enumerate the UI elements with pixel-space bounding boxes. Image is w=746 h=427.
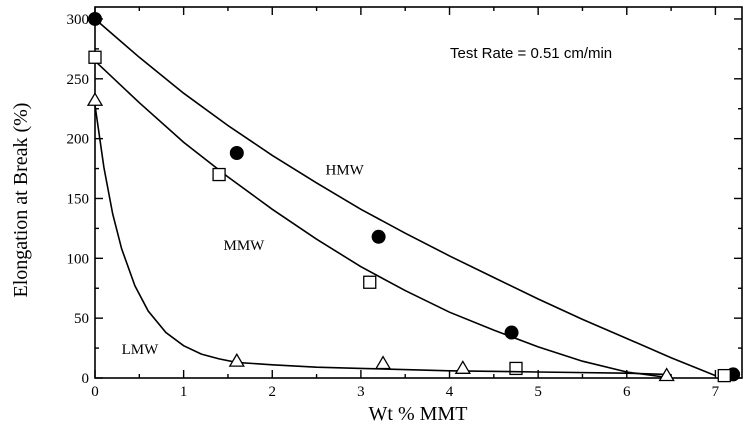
y-tick-label: 0: [82, 371, 90, 387]
y-tick-label: 50: [74, 311, 89, 327]
mmw-series-label: MMW: [224, 238, 266, 254]
x-tick-label: 5: [534, 384, 542, 400]
lmw-series-label: LMW: [122, 342, 160, 358]
plot-frame: [94, 6, 743, 379]
lmw-point: [454, 360, 471, 374]
hmw-series-label: HMW: [325, 163, 364, 179]
x-tick-label: 4: [446, 384, 454, 400]
x-tick-label: 6: [623, 384, 631, 400]
x-tick-label: 0: [91, 384, 99, 400]
y-tick-label: 300: [67, 12, 90, 28]
x-tick-label: 2: [269, 384, 277, 400]
y-axis-title: Elongation at Break (%): [10, 103, 32, 298]
mmw-point: [363, 275, 377, 289]
lmw-point: [86, 92, 104, 106]
hmw-point: [88, 11, 102, 26]
hmw-point: [229, 146, 244, 161]
mmw-point: [212, 167, 226, 182]
y-tick-label: 100: [67, 251, 90, 267]
mmw-point: [509, 361, 523, 376]
x-tick-label: 7: [712, 384, 720, 400]
lmw-point: [374, 355, 392, 370]
y-tick-label: 150: [67, 191, 90, 207]
x-tick-label: 1: [180, 384, 188, 400]
y-tick-label: 250: [67, 72, 90, 88]
hmw-fit-curve: [94, 18, 716, 377]
mmw-point: [717, 368, 731, 383]
lmw-point: [228, 352, 245, 367]
x-tick-label: 3: [357, 384, 365, 400]
hmw-point: [371, 229, 386, 244]
mmw-fit-curve: [94, 60, 672, 379]
x-axis-title: Wt % MMT: [369, 403, 468, 425]
plot-area: 0 1 2 3 4 5 6 7 0 50 100 150 200 250 300 HMW MMW LMW: [67, 6, 743, 400]
lmw-point: [658, 367, 675, 382]
mmw-point: [88, 50, 102, 64]
test-rate-annotation: Test Rate = 0.51 cm/min: [450, 45, 612, 62]
y-tick-label: 200: [67, 132, 90, 148]
